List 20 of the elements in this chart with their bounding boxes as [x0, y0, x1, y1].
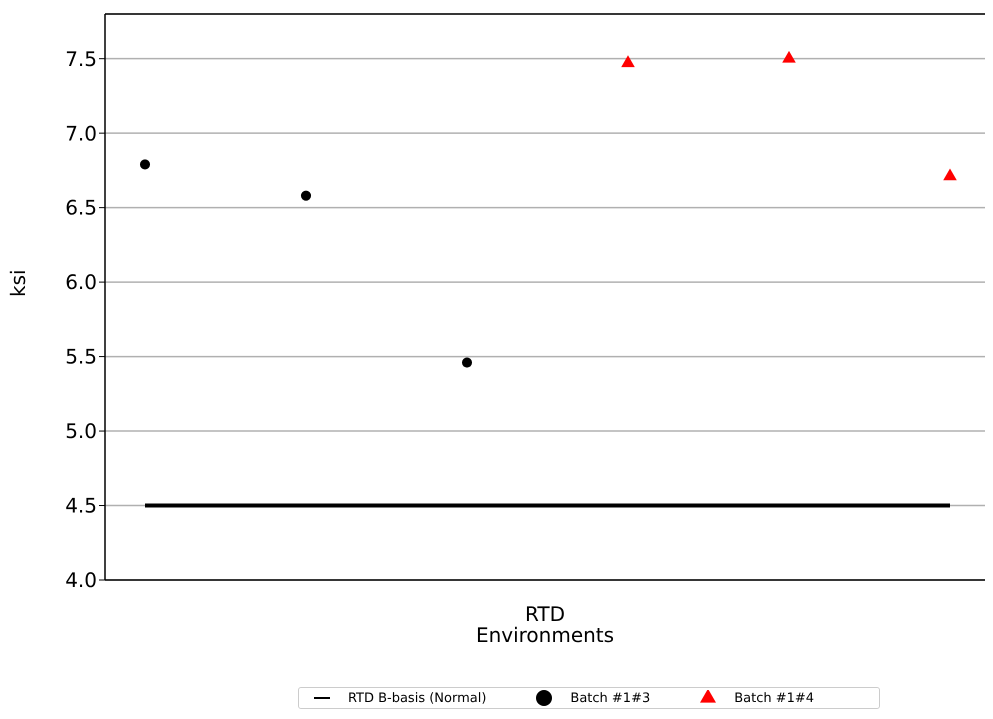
point	[300, 190, 312, 201]
y-tick-label: 7.5	[65, 46, 97, 71]
y-tick-label: 4.5	[65, 494, 97, 518]
point	[621, 55, 635, 68]
y-tick-label: 4.0	[65, 568, 97, 592]
point	[140, 159, 150, 170]
legend-label: RTD B-basis (Normal)	[348, 690, 486, 706]
point	[943, 168, 957, 180]
point	[462, 358, 472, 368]
x-axis-title: Environments	[476, 623, 614, 647]
text: RTD	[524, 602, 566, 626]
y-tick-label: 5.0	[65, 419, 97, 444]
y-tick-label: 5.5	[65, 344, 97, 369]
y-tick-label: 6.5	[65, 196, 97, 220]
point	[782, 50, 796, 63]
legend-label: Batch #1#3	[570, 690, 650, 706]
y-axis-title: ksi	[6, 269, 30, 297]
legend-label: Batch #1#4	[734, 690, 814, 706]
y-tick-label: 7.0	[65, 121, 97, 146]
y-tick-label: 6.0	[65, 270, 97, 294]
